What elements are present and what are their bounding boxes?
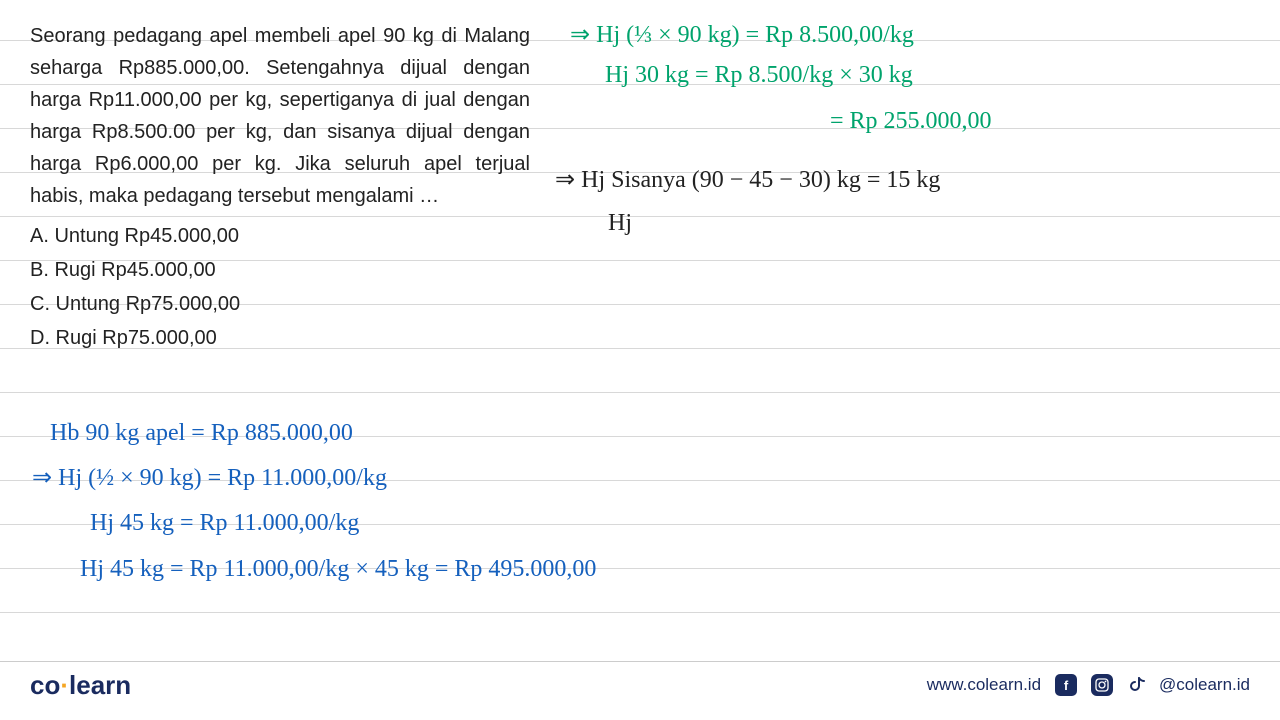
question-block: Seorang pedagang apel membeli apel 90 kg…: [30, 20, 530, 354]
page-content: Seorang pedagang apel membeli apel 90 kg…: [0, 0, 1280, 720]
hw-black-line2: Hj: [608, 210, 632, 237]
hw-blue-line2: ⇒ Hj (½ × 90 kg) = Rp 11.000,00/kg: [32, 463, 387, 492]
hw-blue-line4: Hj 45 kg = Rp 11.000,00/kg × 45 kg = Rp …: [80, 556, 596, 583]
options-list: A. Untung Rp45.000,00 B. Rugi Rp45.000,0…: [30, 220, 530, 354]
hw-green-line1: ⇒ Hj (⅓ × 90 kg) = Rp 8.500,00/kg: [570, 20, 914, 49]
option-c: C. Untung Rp75.000,00: [30, 288, 530, 320]
option-a: A. Untung Rp45.000,00: [30, 220, 530, 252]
hw-blue-line1: Hb 90 kg apel = Rp 885.000,00: [50, 420, 353, 447]
hw-green-line3: = Rp 255.000,00: [830, 108, 992, 135]
hw-black-line1: ⇒ Hj Sisanya (90 − 45 − 30) kg = 15 kg: [555, 165, 940, 194]
hw-green-line2: Hj 30 kg = Rp 8.500/kg × 30 kg: [605, 62, 913, 89]
option-d: D. Rugi Rp75.000,00: [30, 322, 530, 354]
option-b: B. Rugi Rp45.000,00: [30, 254, 530, 286]
hw-blue-line3: Hj 45 kg = Rp 11.000,00/kg: [90, 510, 359, 537]
question-text: Seorang pedagang apel membeli apel 90 kg…: [30, 20, 530, 212]
